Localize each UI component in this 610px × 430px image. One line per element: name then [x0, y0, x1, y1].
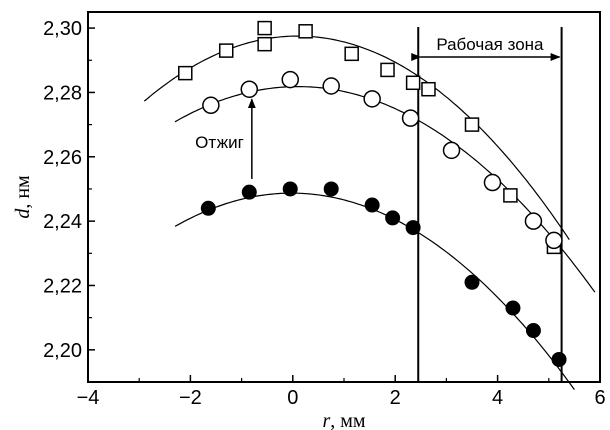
filled-circle-point: [200, 200, 216, 216]
filled-circle-point: [282, 181, 298, 197]
open-circle-point: [401, 109, 420, 127]
open-square-point: [344, 46, 359, 62]
x-axis-title: r, мм: [322, 410, 365, 430]
y-axis-title: d, нм: [12, 175, 34, 219]
filled-circle-point: [551, 351, 567, 367]
open-circle-point: [545, 231, 563, 250]
open-circle-point: [322, 77, 340, 95]
y-axis-unit: , нм: [12, 175, 34, 209]
x-tick-label: 2: [390, 387, 401, 409]
open-square-point: [421, 81, 436, 97]
filled-circle-point: [405, 220, 421, 236]
annotations: Рабочая зона Отжиг: [195, 35, 561, 179]
open-square-point: [405, 75, 421, 91]
filled-circle-point: [464, 274, 480, 290]
y-tick-label: 2,20: [43, 340, 82, 362]
plot-area: Рабочая зона Отжиг: [87, 11, 601, 390]
open-circle-point: [442, 141, 461, 160]
x-tick-label: −4: [77, 387, 100, 409]
x-tick-label: 0: [287, 387, 298, 409]
fit-curve: [143, 35, 570, 240]
anneal-label: Отжиг: [195, 133, 244, 152]
open-square-point: [380, 62, 395, 78]
x-axis-unit: , мм: [330, 410, 366, 430]
open-circle-point: [281, 70, 299, 89]
open-square-point: [257, 36, 272, 52]
open-circle-point: [363, 90, 381, 108]
fit-curve: [174, 86, 596, 293]
x-axis: −4 −2 0 2 4 6: [77, 375, 606, 409]
data-markers: [178, 20, 567, 367]
open-circle-point: [202, 96, 220, 115]
plot-frame: [87, 11, 601, 383]
open-square-point: [257, 20, 272, 36]
fit-curve: [174, 192, 575, 390]
open-square-point: [503, 188, 518, 203]
open-circle-point: [524, 212, 543, 230]
x-tick-label: 4: [492, 387, 503, 409]
open-square-point: [218, 43, 234, 58]
y-axis-variable: d: [12, 208, 34, 219]
filled-circle-point: [505, 300, 521, 316]
open-square-point: [178, 65, 193, 81]
y-tick-label: 2,28: [43, 82, 82, 104]
filled-circle-point: [525, 323, 541, 339]
x-axis-variable: r: [322, 410, 330, 430]
filled-circle-point: [364, 197, 380, 213]
work-zone-label: Рабочая зона: [436, 35, 544, 54]
y-axis: 2,20 2,22 2,24 2,26 2,28 2,30: [43, 18, 95, 362]
y-tick-label: 2,24: [43, 211, 82, 233]
y-tick-label: 2,26: [43, 147, 82, 169]
open-square-point: [464, 117, 480, 132]
filled-circle-point: [323, 181, 339, 197]
x-tick-label: 6: [594, 387, 605, 409]
filled-circle-point: [385, 210, 401, 226]
open-circle-point: [483, 173, 502, 192]
x-tick-label: −2: [179, 387, 202, 409]
y-tick-label: 2,30: [43, 18, 82, 40]
open-square-point: [298, 24, 313, 39]
y-tick-label: 2,22: [43, 275, 82, 297]
open-circle-point: [240, 80, 259, 98]
filled-circle-point: [241, 184, 257, 200]
